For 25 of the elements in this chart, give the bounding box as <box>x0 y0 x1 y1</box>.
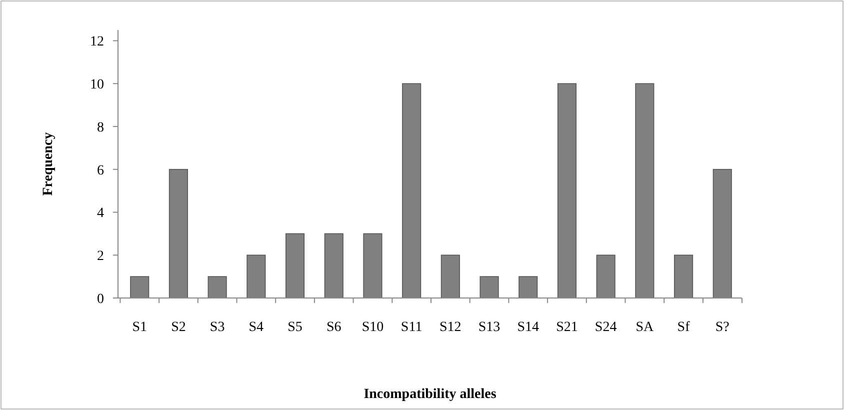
x-tick-label: S12 <box>440 320 462 335</box>
x-tick-label: S24 <box>594 320 617 335</box>
x-tick-label: S4 <box>248 320 264 335</box>
x-tick-label: S1 <box>132 320 148 335</box>
y-tick-label: 2 <box>97 249 104 264</box>
y-tick-label: 4 <box>97 206 104 222</box>
x-tick-label: S6 <box>326 320 342 335</box>
y-tick-label: 8 <box>97 120 104 136</box>
y-tick-label: 12 <box>90 34 104 50</box>
x-tick-label: S? <box>715 320 730 335</box>
x-tick-label: S10 <box>362 320 384 335</box>
x-tick-label: S21 <box>556 320 578 335</box>
x-tick-label: S11 <box>400 320 422 335</box>
y-tick-label: 6 <box>97 163 104 178</box>
y-axis-title: Frequency <box>41 132 56 196</box>
y-tick-label: 10 <box>90 78 104 92</box>
x-tick-label: SA <box>636 320 655 335</box>
x-tick-label: S14 <box>517 320 540 335</box>
x-tick-label: S5 <box>288 320 302 335</box>
x-tick-label: S13 <box>478 320 500 335</box>
y-tick-label: 0 <box>97 292 104 307</box>
x-tick-label: Sf <box>677 320 690 335</box>
x-axis-title: Incompatibility alleles <box>364 387 497 402</box>
x-tick-label: S3 <box>210 320 225 335</box>
x-tick-label: S2 <box>171 320 186 335</box>
